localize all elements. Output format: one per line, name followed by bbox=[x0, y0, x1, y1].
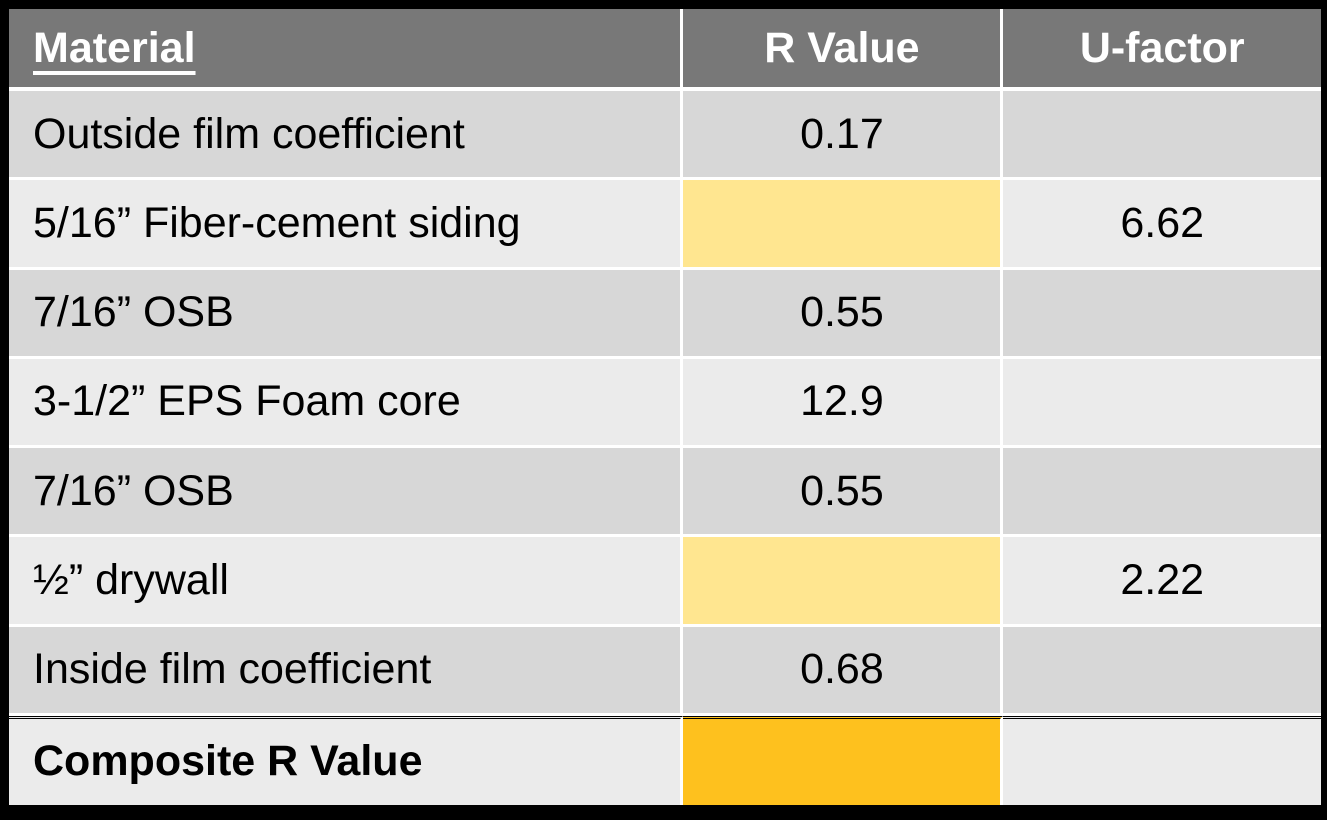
table-row: Composite R Value bbox=[9, 715, 1321, 805]
material-cell: 5/16” Fiber-cement siding bbox=[9, 180, 684, 270]
r-value-cell bbox=[683, 180, 1004, 270]
r-value-cell bbox=[683, 715, 1004, 805]
table-row: 3-1/2” EPS Foam core 12.9 bbox=[9, 358, 1321, 448]
u-factor-cell: 6.62 bbox=[1003, 180, 1321, 270]
u-factor-cell bbox=[1003, 269, 1321, 359]
u-factor-cell bbox=[1003, 448, 1321, 538]
u-factor-cell bbox=[1003, 91, 1321, 181]
r-value-cell: 0.17 bbox=[683, 91, 1004, 181]
material-cell: Outside film coefficient bbox=[9, 91, 684, 181]
r-value-cell: 0.68 bbox=[683, 626, 1004, 716]
u-factor-cell bbox=[1003, 715, 1321, 805]
r-value-cell: 0.55 bbox=[683, 269, 1004, 359]
table-header: Material R Value U-factor bbox=[9, 9, 1321, 91]
material-cell: Composite R Value bbox=[9, 715, 684, 805]
u-factor-cell bbox=[1003, 626, 1321, 716]
u-factor-cell bbox=[1003, 358, 1321, 448]
table-row: 7/16” OSB 0.55 bbox=[9, 269, 1321, 359]
material-cell: 7/16” OSB bbox=[9, 269, 684, 359]
material-cell: Inside film coefficient bbox=[9, 626, 684, 716]
table-row: Inside film coefficient 0.68 bbox=[9, 626, 1321, 716]
material-cell: 7/16” OSB bbox=[9, 448, 684, 538]
table-row: 5/16” Fiber-cement siding 6.62 bbox=[9, 180, 1321, 270]
r-value-cell: 0.55 bbox=[683, 448, 1004, 538]
table-row: 7/16” OSB 0.55 bbox=[9, 448, 1321, 538]
u-factor-cell: 2.22 bbox=[1003, 537, 1321, 627]
table-area: Material R Value U-factor Outside film c… bbox=[9, 9, 1321, 805]
column-header-material-label: Material bbox=[33, 23, 196, 72]
r-value-cell: 12.9 bbox=[683, 358, 1004, 448]
material-cell: ½” drywall bbox=[9, 537, 684, 627]
header-row: Material R Value U-factor bbox=[9, 9, 1321, 91]
column-header-r-value: R Value bbox=[683, 9, 1004, 91]
r-value-cell bbox=[683, 537, 1004, 627]
table-row: ½” drywall 2.22 bbox=[9, 537, 1321, 627]
table-row: Outside film coefficient 0.17 bbox=[9, 91, 1321, 181]
column-header-material: Material bbox=[9, 9, 684, 91]
column-header-u-factor: U-factor bbox=[1003, 9, 1321, 91]
table-body: Outside film coefficient 0.17 5/16” Fibe… bbox=[9, 91, 1321, 805]
material-cell: 3-1/2” EPS Foam core bbox=[9, 358, 684, 448]
r-value-table: Material R Value U-factor Outside film c… bbox=[9, 9, 1321, 805]
